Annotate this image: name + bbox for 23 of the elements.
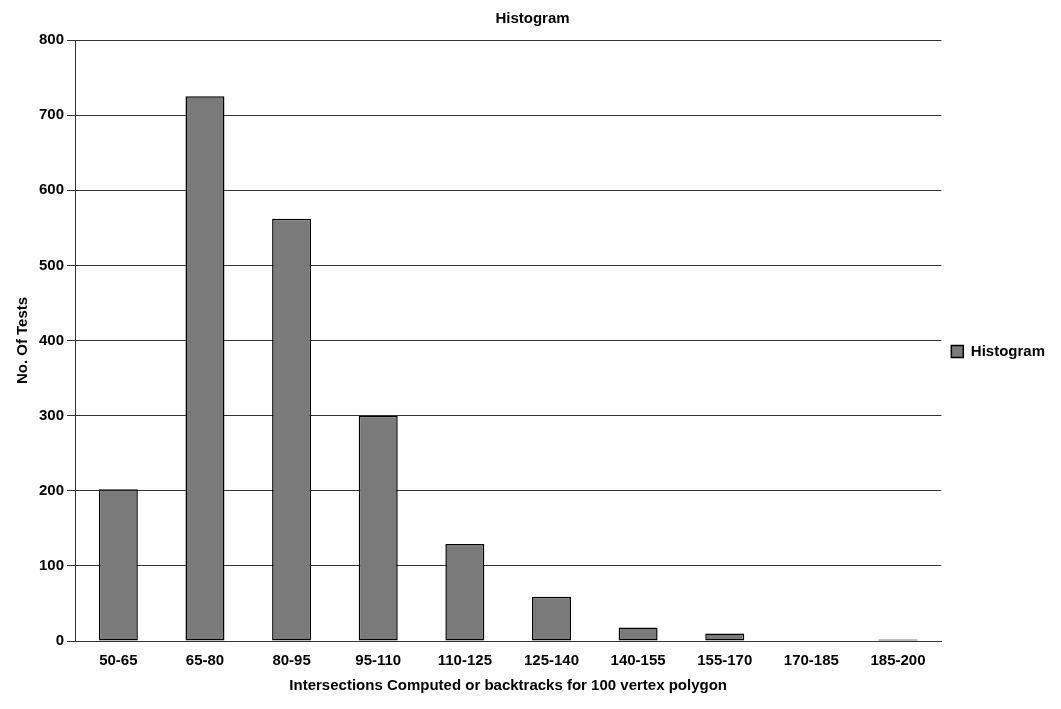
x-tick-label: 125-140 xyxy=(523,651,580,669)
x-tick-label: 140-155 xyxy=(610,651,666,669)
x-axis-title: Intersections Computed or backtracks for 100 vertex polygon xyxy=(289,676,727,694)
y-tick-label: 200 xyxy=(39,480,65,498)
x-tick-label: 155-170 xyxy=(697,651,753,669)
y-tick-label: 500 xyxy=(39,255,65,273)
y-tick-label: 300 xyxy=(39,405,65,423)
y-tick-label: 0 xyxy=(55,631,65,649)
x-tick-label: 65-80 xyxy=(185,651,225,669)
x-tick-label: 110-125 xyxy=(437,651,492,669)
x-tick-label: 95-110 xyxy=(355,651,402,669)
x-tick-label: 80-95 xyxy=(272,651,311,669)
y-tick-label: 400 xyxy=(39,330,65,348)
y-tick-label: 600 xyxy=(39,180,65,198)
y-tick-label: 800 xyxy=(39,30,65,48)
y-tick-label: 700 xyxy=(39,105,65,123)
y-tick-label: 100 xyxy=(39,556,65,574)
x-tick-label: 50-65 xyxy=(99,651,138,669)
x-tick-label: 170-185 xyxy=(783,651,839,669)
x-tick-label: 185-200 xyxy=(870,651,926,669)
legend-label: Histogram xyxy=(970,341,1046,359)
y-axis-title: No. Of Tests xyxy=(13,296,31,385)
chart-title: Histogram xyxy=(495,9,570,27)
